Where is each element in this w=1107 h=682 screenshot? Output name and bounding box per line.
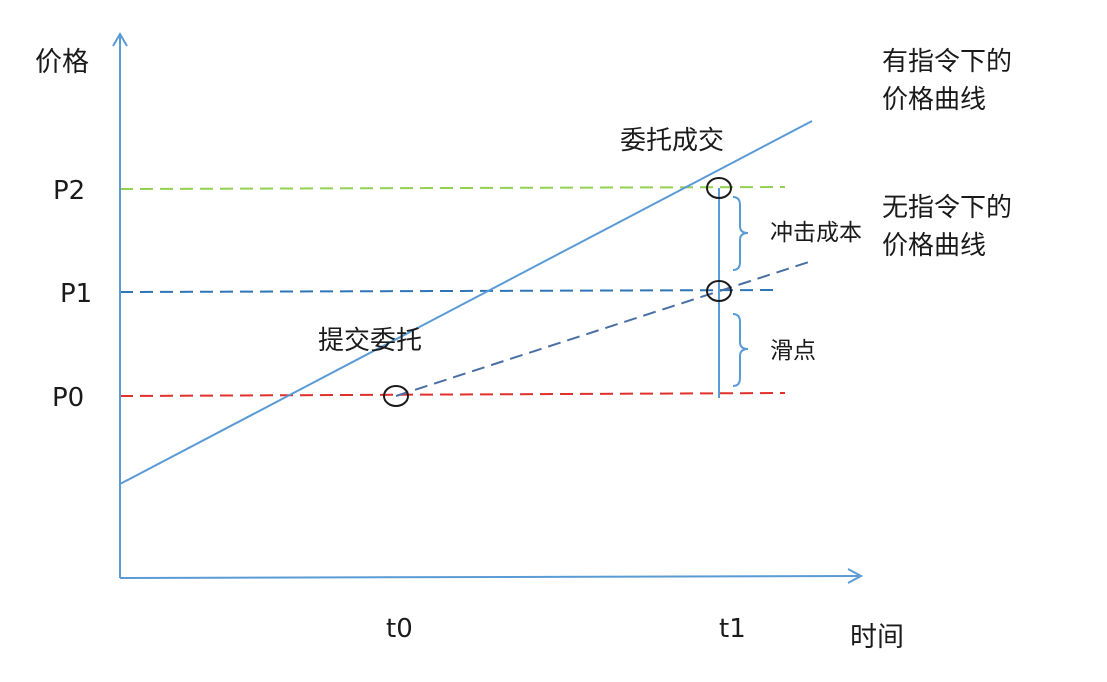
with-order-curve-label-line2: 价格曲线 — [882, 85, 986, 115]
submit-order-marker — [383, 385, 409, 407]
order-filled-label: 委托成交 — [620, 126, 724, 156]
with-order-curve-label-line1: 有指令下的 — [882, 47, 1012, 77]
p1-level-line — [119, 289, 781, 293]
order-filled-marker — [706, 177, 732, 199]
p1-label: P1 — [60, 279, 92, 309]
impact-cost-brace — [732, 196, 749, 271]
submit-order-label: 提交委托 — [318, 326, 422, 356]
t1-label: t1 — [719, 614, 746, 644]
x-axis — [119, 568, 864, 584]
y-axis — [112, 32, 128, 578]
with-order-price-curve — [119, 120, 813, 485]
p2-label: P2 — [53, 176, 85, 206]
x-axis-label: 时间 — [850, 622, 904, 653]
p0-level-line — [119, 392, 786, 397]
slippage-brace — [732, 313, 749, 387]
impact-cost-label: 冲击成本 — [770, 220, 862, 246]
without-order-price-curve — [395, 260, 813, 397]
y-axis-label: 价格 — [35, 47, 89, 78]
p0-label: P0 — [52, 383, 84, 413]
p1-t1-marker — [706, 280, 732, 302]
without-order-curve-label-line1: 无指令下的 — [882, 193, 1012, 223]
p2-level-line — [119, 186, 786, 190]
without-order-curve-label-line2: 价格曲线 — [882, 231, 986, 261]
t0-label: t0 — [386, 614, 413, 644]
slippage-label: 滑点 — [770, 338, 816, 364]
